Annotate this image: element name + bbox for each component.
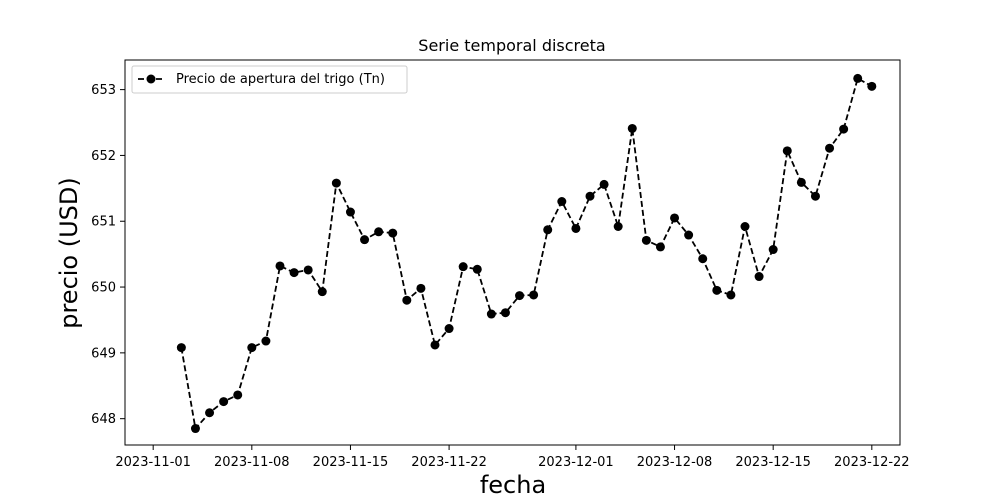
y-tick-label: 652 [91,149,116,164]
data-point [303,265,313,275]
data-point [261,336,271,346]
series-layer [176,73,877,434]
data-point [698,254,708,264]
data-point [796,177,806,187]
data-point [768,245,778,255]
data-point [825,143,835,153]
y-tick-label: 651 [91,215,116,230]
data-point [190,424,200,434]
data-point [500,308,510,318]
data-point [839,124,849,134]
data-point [345,207,355,217]
data-point [599,179,609,189]
plot-area [124,59,901,446]
data-point [754,272,764,282]
y-tick-label: 650 [91,281,116,296]
data-point [740,222,750,232]
data-point [853,73,863,83]
data-point [402,295,412,305]
data-point [726,290,736,300]
legend-box [131,65,408,94]
data-point [543,225,553,235]
data-point [416,283,426,293]
data-point [782,146,792,156]
x-tick-label: 2023-12-22 [834,455,910,470]
legend: Precio de apertura del trigo (Tn) [131,65,408,94]
x-tick-label: 2023-11-15 [313,455,389,470]
data-point [557,196,567,206]
data-point [219,397,229,407]
y-tick-label: 648 [91,412,116,427]
data-point [430,340,440,350]
data-point [585,191,595,201]
data-point [388,228,398,238]
data-point [670,213,680,223]
data-point [529,290,539,300]
x-tick-label: 2023-12-15 [735,455,811,470]
data-point [641,235,651,245]
y-axis-label: precio (USD) [55,177,83,329]
legend-label: Precio de apertura del trigo (Tn) [176,72,385,87]
plot-frame [124,59,901,446]
x-tick-label: 2023-12-01 [538,455,614,470]
data-point [810,191,820,201]
chart-title: Serie temporal discreta [418,36,605,55]
data-point [374,227,384,237]
data-point [331,178,341,188]
series-line [180,77,873,431]
x-tick-label: 2023-11-08 [214,455,290,470]
x-tick-label: 2023-12-08 [637,455,713,470]
data-point [233,390,243,400]
data-point [289,268,299,278]
data-point [176,343,186,353]
data-point [655,242,665,252]
data-point [247,343,257,353]
x-axis-label: fecha [480,471,546,499]
data-point [712,285,722,295]
data-point [458,262,468,272]
data-point [275,261,285,271]
data-point [571,223,581,233]
x-axis: 2023-11-01 2023-11-08 2023-11-15 2023-11-22… [115,445,910,470]
y-tick-label: 653 [91,83,116,98]
data-point [515,291,525,301]
data-point [627,123,637,133]
data-point [360,235,370,245]
data-point [613,222,623,232]
x-tick-label: 2023-11-01 [115,455,191,470]
y-tick-label: 649 [91,346,116,361]
data-point [867,81,877,91]
data-point [205,408,215,418]
data-point [472,264,482,274]
x-tick-label: 2023-11-22 [411,455,487,470]
data-point [444,324,454,334]
data-point [317,287,327,297]
legend-marker-swatch [146,74,156,84]
data-point [684,230,694,240]
y-axis: 648 649 650 651 652 653 [91,83,125,427]
data-point [486,309,496,319]
